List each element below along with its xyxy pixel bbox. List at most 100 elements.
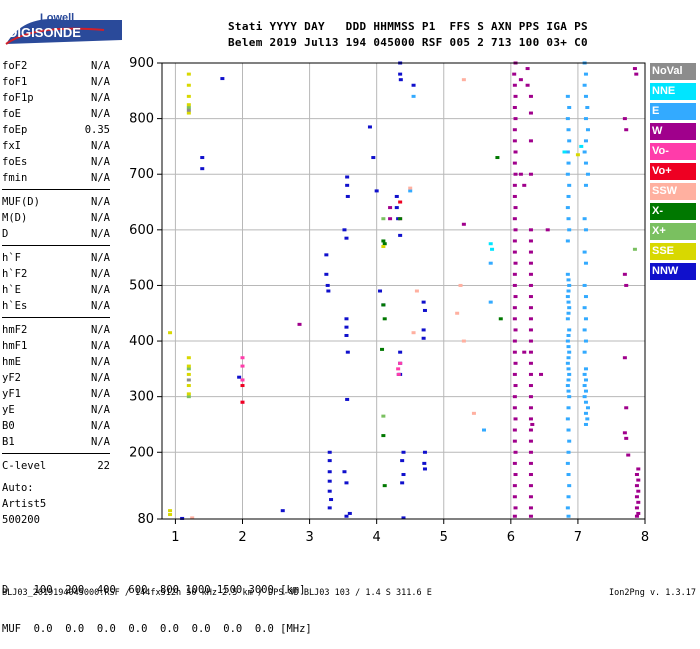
data-point-e	[582, 217, 587, 221]
data-point-w	[513, 473, 518, 477]
data-point-nnw	[398, 233, 403, 237]
data-point-e	[566, 367, 571, 371]
data-point-w	[513, 295, 518, 299]
data-point-e	[565, 239, 570, 243]
auto-version: 500200	[2, 514, 40, 526]
logo-line2: DIGISONDE	[8, 25, 81, 40]
data-point-ssw	[190, 516, 195, 520]
data-point-w	[513, 206, 518, 210]
data-point-nnw	[200, 156, 205, 160]
param-value: N/A	[91, 372, 110, 384]
data-point-w	[528, 406, 533, 410]
data-point-w	[636, 489, 641, 493]
data-point-w	[513, 228, 518, 232]
data-point-noval	[186, 108, 191, 112]
param-row: hmF2 N/A	[2, 322, 110, 338]
param-value: 0.35	[84, 124, 110, 136]
data-point-w	[512, 306, 517, 310]
data-point-w	[528, 339, 533, 343]
param-name: hmF2	[2, 324, 28, 336]
data-point-x-	[381, 414, 386, 418]
data-point-nnw	[347, 511, 352, 515]
data-point-e	[583, 389, 588, 393]
param-name: h`E	[2, 284, 21, 296]
param-name: hmF1	[2, 340, 28, 352]
data-point-w	[525, 83, 530, 87]
data-point-e	[582, 83, 587, 87]
param-separator	[2, 189, 110, 190]
data-point-w	[297, 322, 302, 326]
x-tick-label: 3	[305, 530, 313, 545]
data-point-x-	[186, 367, 191, 371]
data-point-w	[512, 439, 517, 443]
data-point-nnw	[422, 450, 427, 454]
data-point-e	[566, 217, 571, 221]
data-point-w	[539, 372, 544, 376]
data-point-x-	[380, 347, 385, 351]
data-point-w	[634, 495, 639, 499]
data-point-nnw	[396, 217, 401, 221]
data-point-w	[528, 111, 533, 115]
data-point-e	[566, 345, 571, 349]
data-point-w	[522, 350, 527, 354]
data-point-e	[565, 94, 570, 98]
data-point-sse	[186, 356, 191, 360]
data-point-ssw	[461, 78, 466, 82]
data-point-w	[528, 417, 533, 421]
data-point-ssw	[471, 411, 476, 415]
param-row: foF2 N/A	[2, 58, 110, 74]
data-point-nnw	[344, 236, 349, 240]
data-point-w	[513, 172, 518, 176]
chart-marks	[168, 61, 641, 520]
param-row: foEs N/A	[2, 154, 110, 170]
data-point-w	[528, 272, 533, 276]
data-point-e	[582, 283, 587, 287]
data-point-nnw	[345, 183, 350, 187]
param-separator	[2, 453, 110, 454]
data-point-w	[461, 222, 466, 226]
data-point-e	[583, 228, 588, 232]
data-point-sse	[186, 384, 191, 388]
data-point-w	[513, 450, 518, 454]
data-point-w	[513, 328, 518, 332]
data-point-nnw	[200, 167, 205, 171]
param-value: N/A	[91, 156, 110, 168]
data-point-x-	[632, 247, 637, 251]
x-tick-label: 4	[373, 530, 381, 545]
data-point-e	[585, 128, 590, 132]
data-point-w	[512, 495, 517, 499]
data-point-e	[582, 250, 587, 254]
data-point-e	[583, 161, 588, 165]
data-point-e	[567, 283, 572, 287]
data-point-w	[528, 239, 533, 243]
data-point-e	[565, 339, 570, 343]
param-name: foE	[2, 108, 21, 120]
data-point-ssw	[461, 339, 466, 343]
x-tick-label: 6	[507, 530, 515, 545]
data-point-vo-	[396, 372, 401, 376]
data-point-sse	[186, 372, 191, 376]
param-value: N/A	[91, 300, 110, 312]
header-values: Belem 2019 Jul13 194 045000 RSF 005 2 71…	[228, 36, 588, 49]
param-row: yF2 N/A	[2, 370, 110, 386]
data-point-ssw	[414, 289, 419, 293]
data-point-e	[565, 172, 570, 176]
param-value: N/A	[91, 172, 110, 184]
data-point-w	[513, 261, 518, 265]
data-point-w	[634, 72, 639, 76]
legend-item-vo-: Vo-	[650, 143, 696, 160]
data-point-w	[528, 384, 533, 388]
data-point-sse	[186, 364, 191, 368]
data-point-nne	[579, 144, 584, 148]
data-point-nnw	[401, 450, 406, 454]
data-point-ssw	[408, 186, 413, 190]
data-point-sse	[168, 331, 173, 335]
data-point-w	[624, 406, 629, 410]
data-point-e	[566, 161, 571, 165]
y-tick-label: 300	[129, 390, 154, 405]
data-point-e	[482, 428, 486, 432]
data-point-nnw	[344, 514, 349, 518]
data-point-x-	[381, 434, 386, 438]
data-point-e	[567, 183, 572, 187]
data-point-nnw	[344, 333, 349, 337]
